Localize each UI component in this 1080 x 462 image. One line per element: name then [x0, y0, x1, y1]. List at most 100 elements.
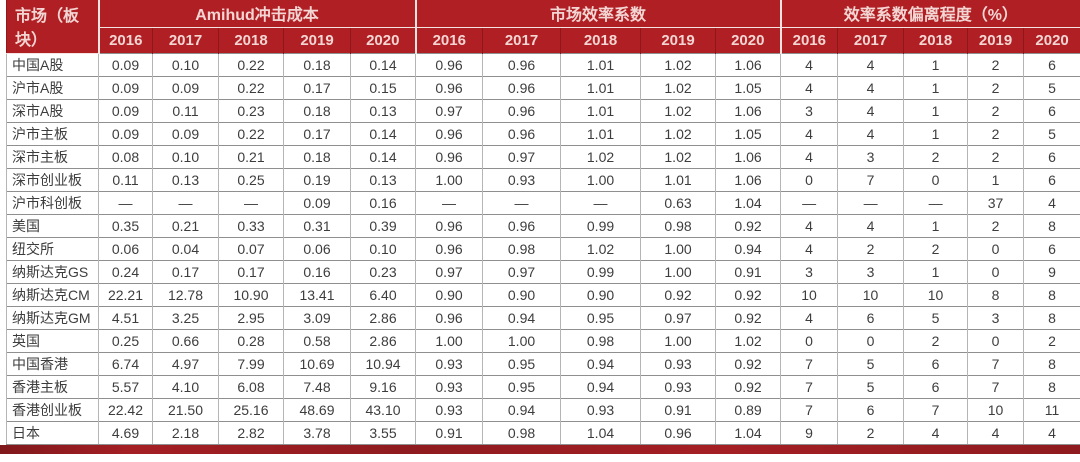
data-cell: 4	[837, 98, 905, 122]
data-cell: 0.95	[482, 374, 562, 398]
table-row: 香港主板 5.57 4.10 6.08 7.48 9.16 0.93 0.95 0.94 0.93…	[6, 374, 1080, 398]
market-metrics-table: 市场（板块） Amihud冲击成本 市场效率系数 效率系数偏离程度（%） 201…	[6, 0, 1080, 445]
data-cell: 0	[967, 328, 1025, 352]
data-cell: 0.10	[349, 236, 417, 260]
data-cell: —	[218, 190, 284, 214]
data-cell: 0.89	[715, 397, 782, 421]
data-cell: 2	[967, 121, 1025, 145]
data-cell: 6	[1023, 236, 1080, 260]
data-cell: 0.93	[415, 374, 484, 398]
data-cell: 0.18	[283, 98, 351, 122]
data-cell: 8	[967, 282, 1025, 306]
data-cell: 0.93	[415, 397, 484, 421]
table-row: 沪市主板 0.09 0.09 0.22 0.17 0.14 0.96 0.96 1.01 1.02…	[6, 121, 1080, 145]
data-cell: 1	[903, 75, 969, 99]
table-row: 纳斯达克GM 4.51 3.25 2.95 3.09 2.86 0.96 0.94 0.95 0.…	[6, 305, 1080, 329]
data-cell: 0.15	[349, 75, 417, 99]
group-header-efficiency-deviation: 效率系数偏离程度（%）	[779, 0, 1080, 28]
data-cell: 3.78	[283, 420, 351, 445]
data-cell: 0.96	[482, 98, 562, 122]
data-cell: 0.06	[98, 236, 153, 260]
year-header: 2018	[560, 27, 642, 53]
data-cell: 0.98	[482, 420, 562, 445]
data-cell: 0.58	[283, 328, 351, 352]
data-cell: 0	[967, 236, 1025, 260]
data-cell: 6	[1023, 167, 1080, 191]
data-cell: 4	[967, 420, 1025, 445]
data-cell: 0.31	[283, 213, 351, 237]
table-row: 深市A股 0.09 0.11 0.23 0.18 0.13 0.97 0.96 1.01 1.02…	[6, 98, 1080, 122]
data-cell: 12.78	[152, 282, 219, 306]
data-cell: 0.96	[482, 75, 562, 99]
row-label: 深市创业板	[6, 167, 99, 191]
data-cell: 0	[903, 167, 969, 191]
data-cell: 0.21	[152, 213, 219, 237]
data-cell: 0.08	[98, 144, 153, 168]
data-cell: 1.02	[640, 75, 717, 99]
data-cell: 1.02	[560, 144, 642, 168]
data-cell: 0.22	[218, 52, 284, 76]
data-cell: 0.23	[349, 259, 417, 283]
data-cell: 4	[780, 121, 839, 145]
data-cell: 0.99	[560, 213, 642, 237]
row-label: 香港创业板	[6, 397, 99, 421]
data-cell: 3	[780, 98, 839, 122]
data-cell: 0.92	[715, 213, 782, 237]
data-cell: 0.92	[715, 351, 782, 375]
data-cell: 0.96	[415, 305, 484, 329]
data-cell: 1	[903, 259, 969, 283]
data-cell: 0.13	[152, 167, 219, 191]
data-cell: 0.94	[560, 351, 642, 375]
data-cell: 0.92	[715, 282, 782, 306]
year-header: 2019	[640, 27, 717, 53]
data-cell: 10.90	[218, 282, 284, 306]
data-cell: 0.07	[218, 236, 284, 260]
data-cell: 0.18	[283, 144, 351, 168]
data-cell: 0.09	[283, 190, 351, 214]
data-cell: 0.90	[482, 282, 562, 306]
data-cell: 1.00	[640, 236, 717, 260]
data-cell: 0.16	[283, 259, 351, 283]
data-cell: 37	[967, 190, 1025, 214]
data-cell: 0	[967, 259, 1025, 283]
year-header: 2017	[482, 27, 562, 53]
group-header-amihud-impact-cost: Amihud冲击成本	[97, 0, 417, 28]
data-cell: 8	[1023, 213, 1080, 237]
data-cell: 10.69	[283, 351, 351, 375]
table-row: 纳斯达克GS 0.24 0.17 0.17 0.16 0.23 0.97 0.97 0.99 1.…	[6, 259, 1080, 283]
year-header: 2020	[349, 27, 417, 53]
data-cell: 4	[1023, 190, 1080, 214]
data-cell: 0.90	[415, 282, 484, 306]
data-cell: 0.96	[482, 213, 562, 237]
data-cell: 3.55	[349, 420, 417, 445]
year-header: 2019	[283, 27, 351, 53]
data-cell: 3	[780, 259, 839, 283]
data-cell: 1	[903, 98, 969, 122]
data-cell: 0.24	[98, 259, 153, 283]
data-cell: 0.09	[152, 75, 219, 99]
data-cell: 1.02	[715, 328, 782, 352]
data-cell: 0	[780, 328, 839, 352]
data-cell: 9	[780, 420, 839, 445]
data-cell: 1.01	[560, 98, 642, 122]
data-cell: 0.25	[98, 328, 153, 352]
data-cell: 1.01	[560, 121, 642, 145]
data-cell: 4.51	[98, 305, 153, 329]
data-cell: 1	[903, 213, 969, 237]
data-cell: 3.25	[152, 305, 219, 329]
data-cell: 4	[780, 52, 839, 76]
data-cell: 0	[837, 328, 905, 352]
data-cell: 43.10	[349, 397, 417, 421]
data-cell: 13.41	[283, 282, 351, 306]
row-label: 美国	[6, 213, 99, 237]
data-cell: 0.92	[640, 282, 717, 306]
data-cell: —	[837, 190, 905, 214]
data-cell: —	[415, 190, 484, 214]
data-cell: 2.18	[152, 420, 219, 445]
data-cell: 1.06	[715, 167, 782, 191]
year-header: 2017	[152, 27, 219, 53]
data-cell: 0.96	[415, 75, 484, 99]
data-cell: 6	[1023, 144, 1080, 168]
data-cell: 2.86	[349, 328, 417, 352]
data-cell: 0.92	[715, 305, 782, 329]
